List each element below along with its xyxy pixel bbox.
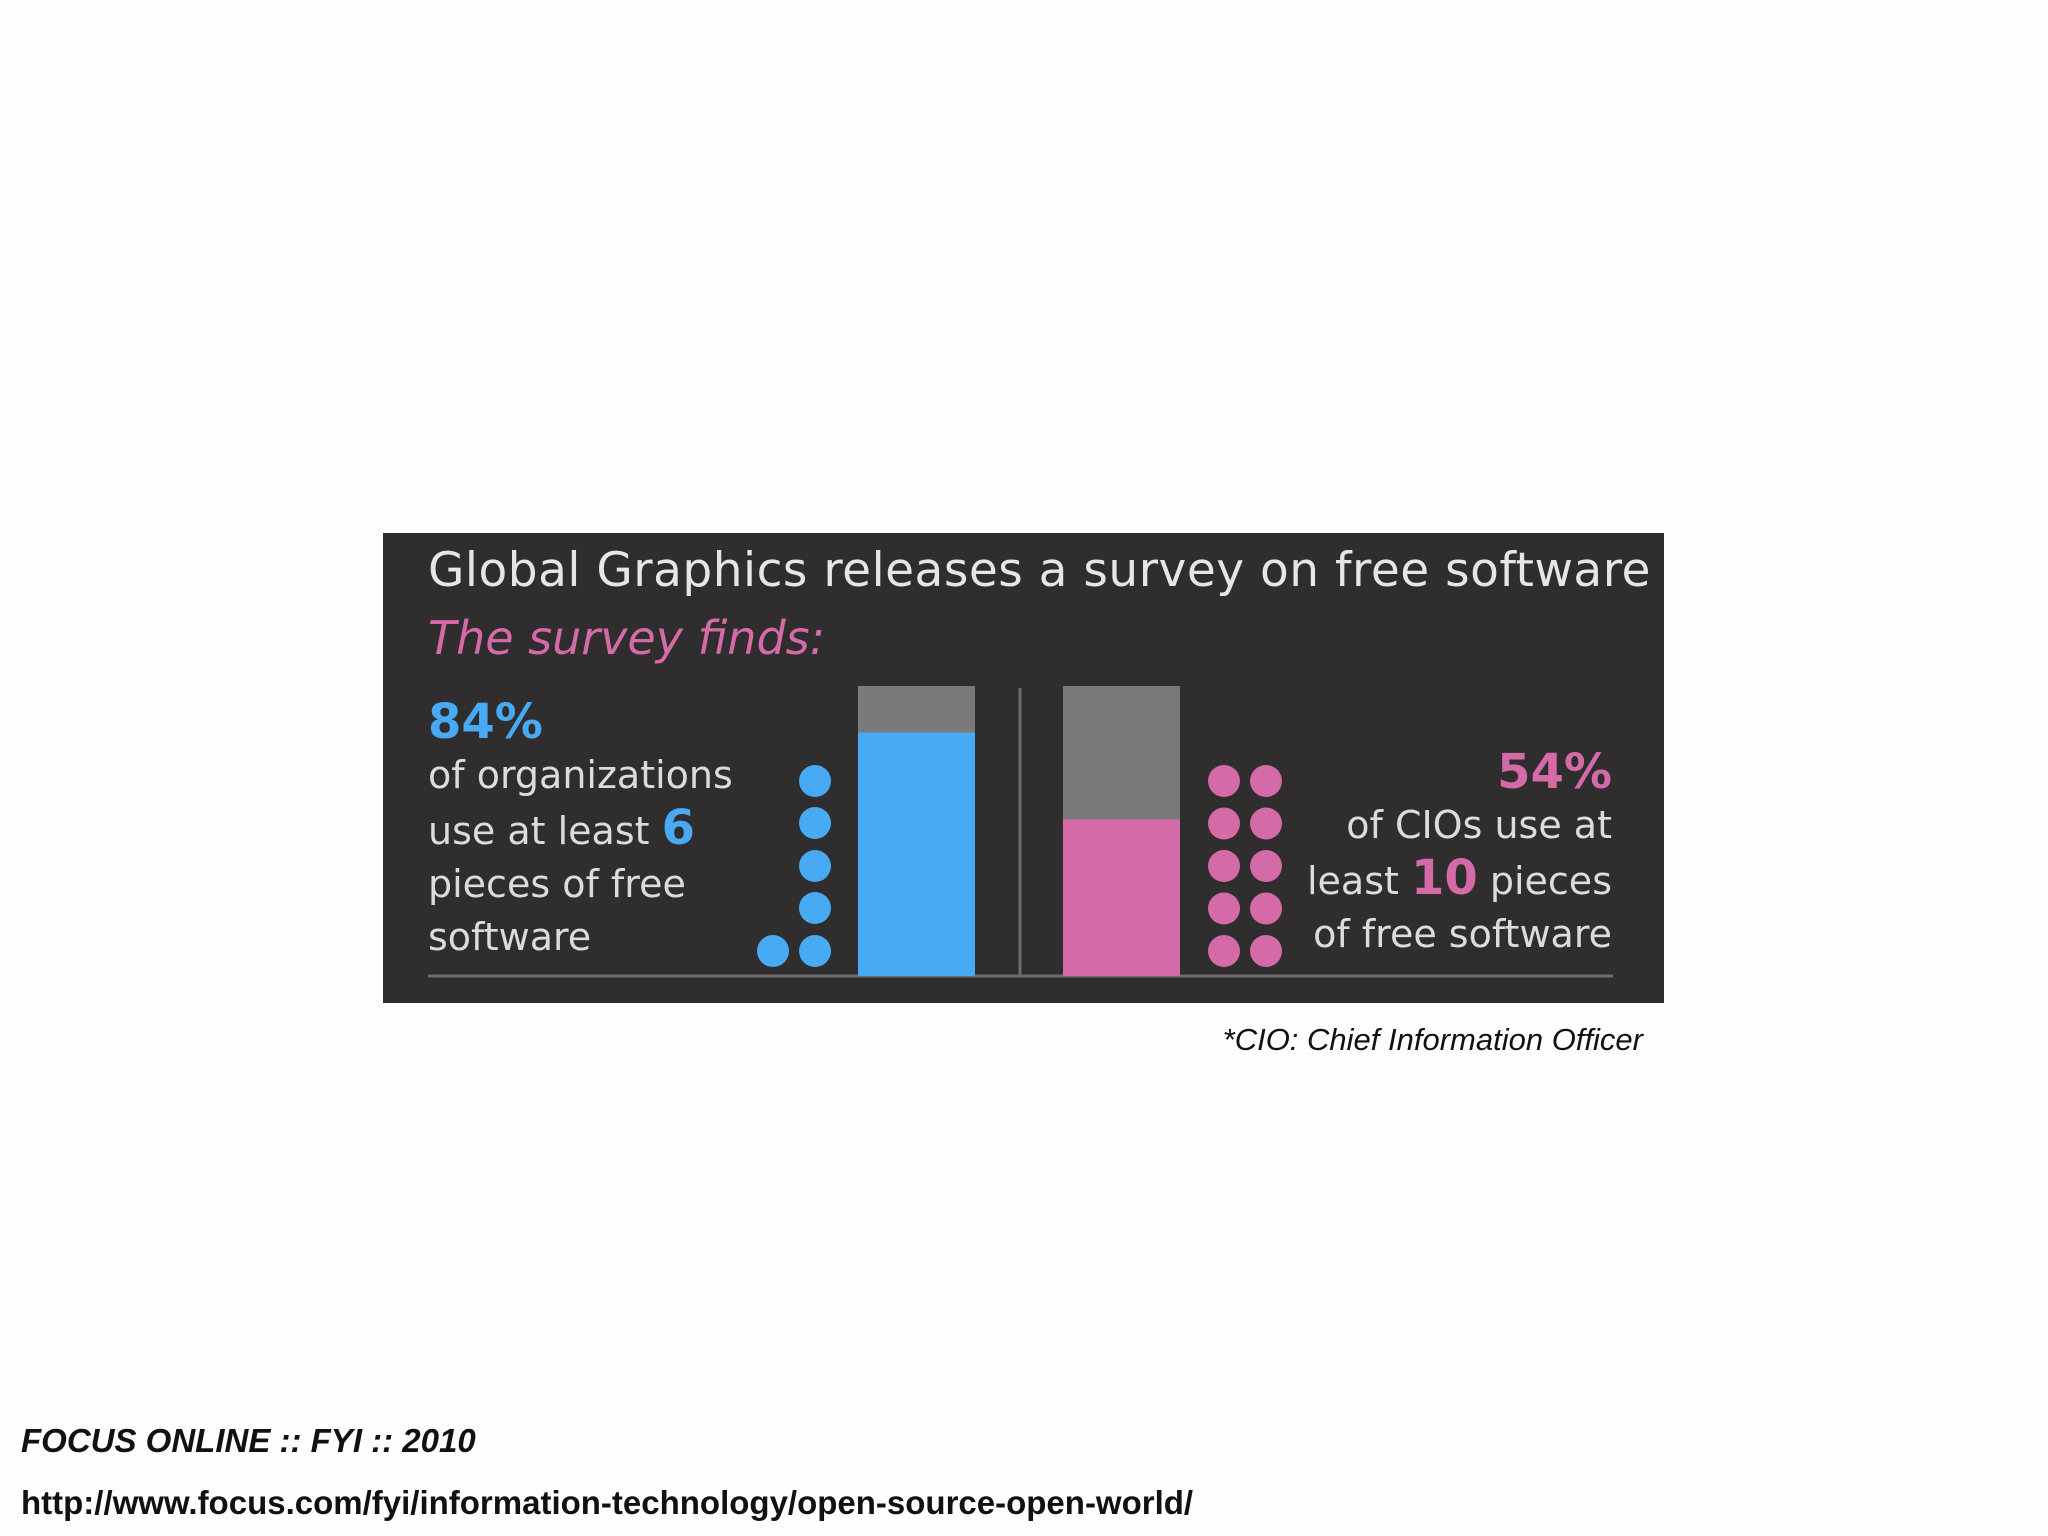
right-dot (1208, 765, 1240, 797)
right-dot (1208, 807, 1240, 840)
right-dot (1208, 935, 1240, 967)
left-dot (799, 892, 831, 924)
right-line-2-text-b: pieces (1477, 859, 1612, 903)
bar-2 (1063, 819, 1180, 976)
left-count: 6 (661, 800, 696, 856)
footnote: *CIO: Chief Information Officer (1222, 1022, 1643, 1057)
right-line-1: of CIOs use at (1346, 803, 1612, 847)
left-dot (799, 935, 831, 967)
infographic-subtitle: The survey finds: (428, 611, 826, 665)
right-line-3: of free software (1313, 912, 1612, 956)
infographic-title: Global Graphics releases a survey on fre… (428, 543, 1651, 598)
left-percentage: 84% (428, 694, 543, 750)
right-dot (1250, 850, 1282, 882)
right-percentage: 54% (1497, 744, 1612, 800)
left-line-1: of organizations (428, 753, 733, 797)
right-line-2-text-a: least (1306, 859, 1411, 903)
right-dot (1250, 807, 1282, 840)
survey-chart (428, 686, 1613, 978)
left-dot (799, 765, 831, 797)
source-url[interactable]: http://www.focus.com/fyi/information-tec… (21, 1484, 1194, 1521)
right-dot (1208, 850, 1240, 882)
right-dot (1208, 892, 1240, 925)
left-dot (799, 807, 831, 839)
right-line-2: least 10 pieces (1252, 852, 1612, 908)
left-stat: 84% of organizations use at least 6 piec… (428, 696, 758, 964)
right-dot (1250, 765, 1282, 797)
right-stat: 54% of CIOs use at least 10 pieces of fr… (1252, 746, 1612, 961)
left-dot (757, 935, 789, 967)
left-line-3: pieces of free (428, 862, 686, 906)
right-dot (1250, 935, 1282, 967)
left-line-4: software (428, 915, 592, 959)
left-dot (799, 850, 831, 882)
right-count: 10 (1410, 850, 1478, 906)
left-line-2-text: use at least (428, 809, 662, 853)
infographic-panel: Global Graphics releases a survey on fre… (383, 533, 1664, 1003)
left-line-2: use at least 6 (428, 802, 758, 858)
bar-1 (858, 732, 975, 976)
right-dot (1250, 892, 1282, 925)
source-title: FOCUS ONLINE :: FYI :: 2010 (21, 1422, 476, 1459)
